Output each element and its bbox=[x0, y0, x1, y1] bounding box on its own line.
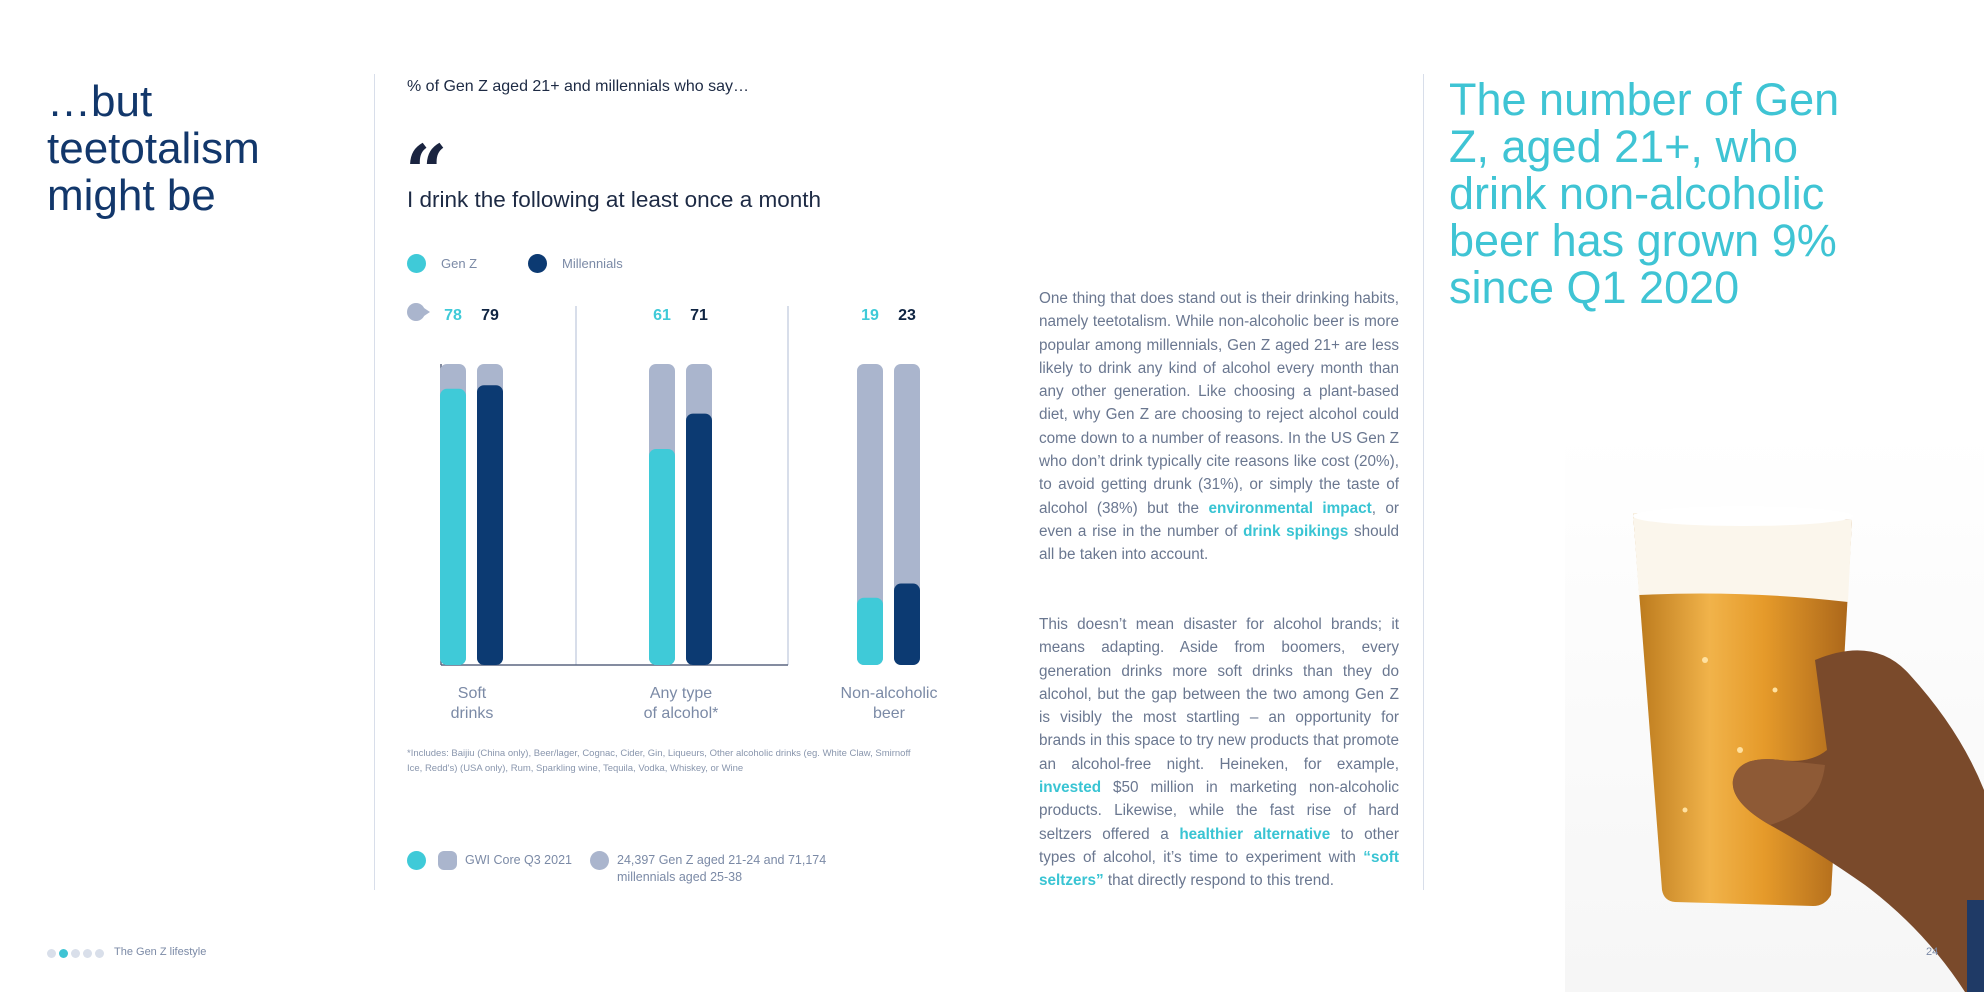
pagination-dot[interactable] bbox=[95, 949, 104, 958]
bar-genz bbox=[649, 448, 675, 665]
body-text-run: that directly respond to this trend. bbox=[1103, 872, 1335, 890]
bar-track bbox=[857, 364, 883, 665]
source-sample-line2: millennials aged 25-38 bbox=[617, 870, 743, 884]
highlight-link[interactable]: “soft seltzers” bbox=[1039, 848, 1399, 890]
chart-footnote: *Includes: Baijiu (China only), Beer/lag… bbox=[407, 748, 911, 774]
column-divider-left bbox=[374, 74, 375, 890]
page-title: …but teetotalism might be bbox=[47, 77, 260, 220]
source-sample-line1: 24,397 Gen Z aged 21-24 and 71,174 bbox=[617, 853, 827, 867]
body-text-run: This doesn’t mean disaster for alcohol b… bbox=[1039, 616, 1399, 773]
category-label-line: Soft bbox=[457, 685, 487, 702]
body-text-run: $50 million in marketing non-alcoholic p… bbox=[1039, 779, 1399, 843]
legend-genz-label: Gen Z bbox=[441, 256, 478, 271]
stat-callout: The number of Gen Z, aged 21+, who drink… bbox=[1449, 74, 1840, 313]
category-label: Non-alcoholic beer bbox=[809, 684, 969, 724]
body-text-run: One thing that does stand out is their d… bbox=[1039, 290, 1399, 517]
body-paragraph-2: This doesn’t mean disaster for alcohol b… bbox=[1039, 613, 1399, 893]
category-label-line: of alcohol* bbox=[643, 705, 719, 722]
highlight-link[interactable]: drink spikings bbox=[1243, 522, 1349, 540]
category-label-line: beer bbox=[872, 705, 906, 722]
body-text-run: , or even a rise in the number of bbox=[1039, 499, 1400, 540]
legend-genz-swatch bbox=[407, 254, 426, 273]
pagination-dots[interactable] bbox=[47, 949, 107, 958]
highlight-link[interactable]: invested bbox=[1039, 779, 1102, 797]
pagination-dot[interactable] bbox=[47, 949, 56, 958]
bar-millennials bbox=[686, 413, 712, 665]
highlight-link[interactable]: healthier alternative bbox=[1179, 825, 1331, 843]
info-icon[interactable] bbox=[407, 851, 426, 870]
column-divider-right bbox=[1423, 74, 1424, 890]
highlight-link[interactable]: environmental impact bbox=[1208, 499, 1372, 517]
bar-genz bbox=[857, 597, 883, 665]
data-label-genz: 78 bbox=[444, 307, 462, 324]
bar-millennials bbox=[477, 385, 503, 665]
calendar-icon bbox=[438, 851, 457, 870]
category-label: Soft drinks bbox=[392, 684, 552, 724]
legend-millennials-label: Millennials bbox=[562, 256, 623, 271]
people-icon bbox=[590, 851, 609, 870]
beer-glass-photo bbox=[1565, 430, 1984, 992]
body-paragraph-1: One thing that does stand out is their d… bbox=[1039, 287, 1399, 567]
legend-millennials-swatch bbox=[528, 254, 547, 273]
chart-intro: % of Gen Z aged 21+ and millennials who … bbox=[407, 78, 749, 95]
source-dataset: GWI Core Q3 2021 bbox=[465, 853, 572, 867]
footer-section-label: The Gen Z lifestyle bbox=[114, 946, 207, 958]
data-label-genz: 61 bbox=[653, 307, 671, 324]
category-label-line: drinks bbox=[450, 705, 494, 722]
legend-genz: Gen Z bbox=[407, 254, 477, 273]
bar-genz bbox=[440, 388, 466, 665]
bar-millennials bbox=[894, 583, 920, 665]
data-label-genz: 19 bbox=[861, 307, 879, 324]
data-label-millennials: 79 bbox=[481, 307, 499, 324]
category-label-line: Any type bbox=[649, 685, 713, 702]
legend-millennials: Millennials bbox=[528, 254, 623, 273]
pagination-dot[interactable] bbox=[59, 949, 68, 958]
category-label: Any type of alcohol* bbox=[601, 684, 761, 724]
data-label-millennials: 23 bbox=[898, 307, 916, 324]
body-text-run: to other types of alcohol, it’s time to … bbox=[1039, 825, 1400, 866]
body-text-run: should all be taken into account. bbox=[1039, 522, 1400, 564]
pagination-dot[interactable] bbox=[83, 949, 92, 958]
chart-title: I drink the following at least once a mo… bbox=[407, 187, 821, 212]
pagination-dot[interactable] bbox=[71, 949, 80, 958]
source-sample: 24,397 Gen Z aged 21-24 and 71,174 mille… bbox=[617, 852, 826, 886]
page-number: 24 bbox=[1926, 946, 1939, 958]
category-label-line: Non-alcoholic bbox=[840, 685, 938, 702]
data-label-millennials: 71 bbox=[690, 307, 708, 324]
tooltip-icon bbox=[407, 303, 430, 321]
quote-icon: “ bbox=[405, 136, 448, 196]
